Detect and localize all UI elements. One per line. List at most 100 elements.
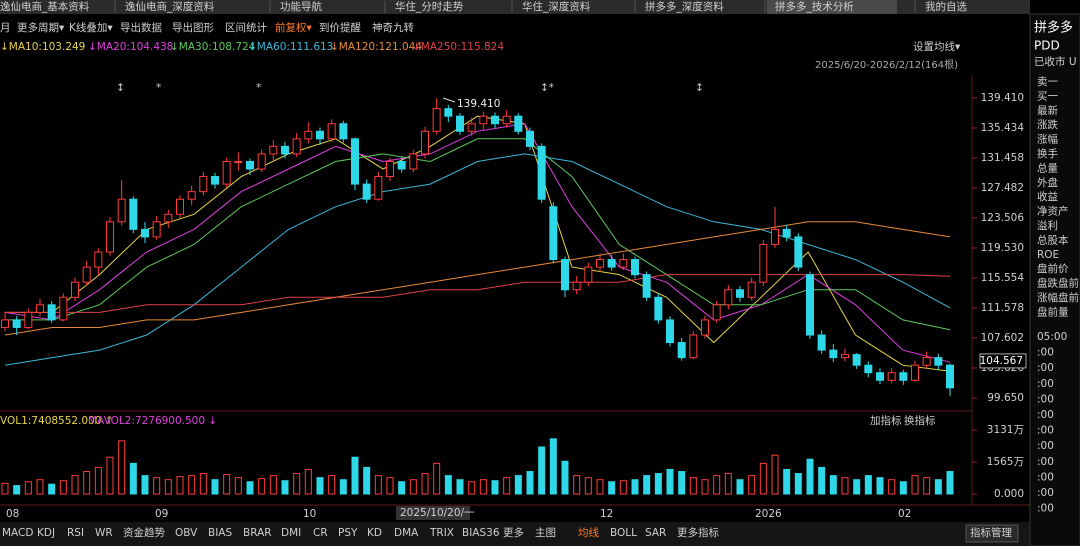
indicator-tab[interactable]: BIAS36 (462, 527, 500, 539)
vol-tool[interactable]: 加指标 (870, 414, 902, 427)
y-tick-label: 111.578 (981, 302, 1024, 314)
time-row: :00 (1037, 362, 1054, 374)
indicator-tab[interactable]: BRAR (243, 527, 272, 539)
toolbar-button[interactable]: 月 (0, 22, 11, 34)
candle-body (771, 228, 779, 245)
candle-body (631, 259, 639, 276)
volume-bar (689, 477, 697, 495)
tab[interactable]: 华住_分时走势 (395, 0, 464, 13)
candle-body (747, 281, 756, 298)
candle-body (1, 319, 9, 328)
y-tick-label: 123.506 (981, 212, 1025, 224)
stock-code: PDD (1034, 39, 1060, 53)
candle-body (864, 364, 873, 374)
toolbar-button[interactable]: 前复权▾ (275, 21, 312, 34)
ma-legend: ↓MA10:103.249 (0, 41, 85, 53)
tab[interactable]: 拼多多_深度资料 (645, 0, 724, 13)
volume-bar (36, 479, 44, 495)
indicator-tab[interactable]: WR (95, 527, 113, 539)
range-label: 2025/6/20-2026/2/12(164根) (815, 58, 958, 71)
vol-legend: MAVOL2:7276900.500 ↓ (88, 415, 217, 427)
main-indicator-tab[interactable]: SAR (645, 527, 666, 539)
candle-body (619, 259, 628, 268)
indicator-tab[interactable]: 更多 (503, 526, 524, 539)
volume-bar (794, 473, 802, 495)
tab[interactable]: 逸仙电商_基本资料 (0, 0, 90, 13)
candle-body (397, 160, 406, 170)
time-row: :00 (1037, 456, 1054, 468)
main-indicator-tab[interactable]: 主图 (535, 527, 556, 539)
main-indicator-tab[interactable]: 均线 (578, 526, 599, 539)
tab[interactable]: 逸仙电商_深度资料 (125, 0, 215, 13)
indicator-tab[interactable]: TRIX (429, 527, 454, 539)
time-row: 05:00 (1037, 331, 1067, 343)
candle-body (316, 130, 324, 140)
volume-bar (573, 475, 581, 495)
quote-field: 净资产 (1037, 205, 1069, 218)
volume-bar (841, 477, 849, 495)
indicator-tab[interactable]: PSY (338, 527, 358, 539)
y-tick-label: 135.434 (981, 122, 1025, 134)
candle-body (876, 372, 884, 381)
toolbar-button[interactable]: 更多周期▾ (17, 21, 65, 34)
tab[interactable]: 功能导航 (280, 0, 322, 13)
volume-bar (106, 456, 114, 495)
volume-bar (584, 477, 592, 495)
manage-button[interactable]: 指标管理 (970, 526, 1012, 539)
candle-body (257, 153, 266, 170)
candle-body (561, 259, 569, 291)
indicator-tab[interactable]: BIAS (208, 527, 232, 539)
main-indicator-tab[interactable]: BOLL (610, 527, 637, 539)
candle-body (141, 228, 149, 238)
volume-bar (771, 454, 779, 495)
volume-bar (24, 481, 32, 495)
ma-settings[interactable]: 设置均线▾ (913, 40, 961, 53)
tab[interactable]: 拼多多_技术分析 (775, 0, 854, 13)
indicator-tab[interactable]: OBV (175, 527, 198, 539)
indicator-tab[interactable]: DMI (281, 527, 301, 539)
indicator-tab[interactable]: KDJ (37, 527, 55, 539)
indicator-tab[interactable]: MACD (2, 527, 33, 539)
vol-tool[interactable]: 换指标 (904, 414, 936, 427)
event-marker: ↕ (695, 82, 704, 94)
indicator-tab[interactable]: KD (367, 527, 382, 539)
event-marker: ↕* (540, 82, 554, 94)
candle-body (946, 364, 954, 389)
candle-body (712, 304, 721, 321)
volume-bar (514, 475, 522, 495)
volume-bar (13, 485, 21, 495)
toolbar-button[interactable]: K线叠加▾ (69, 21, 113, 34)
indicator-tab[interactable]: CR (313, 527, 328, 539)
toolbar-button[interactable]: 导出图形 (172, 21, 214, 34)
volume-bar (503, 477, 511, 495)
indicator-tab[interactable]: RSI (67, 527, 84, 539)
volume-bar (421, 473, 429, 495)
candle-body (502, 115, 511, 125)
main-indicator-tab[interactable]: 更多指标 (677, 526, 719, 539)
volume-bar (596, 479, 604, 495)
time-row: :00 (1037, 503, 1054, 515)
toolbar-button[interactable]: 到价提醒 (319, 22, 361, 34)
toolbar-button[interactable]: 区间统计 (225, 21, 267, 34)
volume-bar (176, 476, 184, 495)
candle-body (409, 153, 418, 170)
quote-field: 盘前量 (1037, 305, 1069, 318)
volume-bar (736, 479, 744, 495)
ma-legend: ↓MA250:115.824 (412, 41, 504, 53)
candle-body (526, 130, 534, 147)
tab[interactable]: 我的自选 (925, 0, 967, 13)
volume-bar (129, 462, 137, 495)
candle-body (117, 198, 126, 223)
toolbar-button[interactable]: 导出数据 (120, 21, 162, 34)
volume-bar (666, 468, 674, 495)
indicator-tab[interactable]: DMA (394, 527, 419, 539)
candle-body (596, 259, 604, 268)
quote-field: ROE (1037, 249, 1059, 261)
indicator-tab[interactable]: 资金趋势 (123, 526, 165, 539)
volume-bar (293, 473, 301, 495)
toolbar-button[interactable]: 神奇九转 (372, 21, 414, 34)
quote-field: 盘跌盘前 (1037, 277, 1079, 290)
tab[interactable]: 华住_深度资料 (522, 0, 591, 13)
